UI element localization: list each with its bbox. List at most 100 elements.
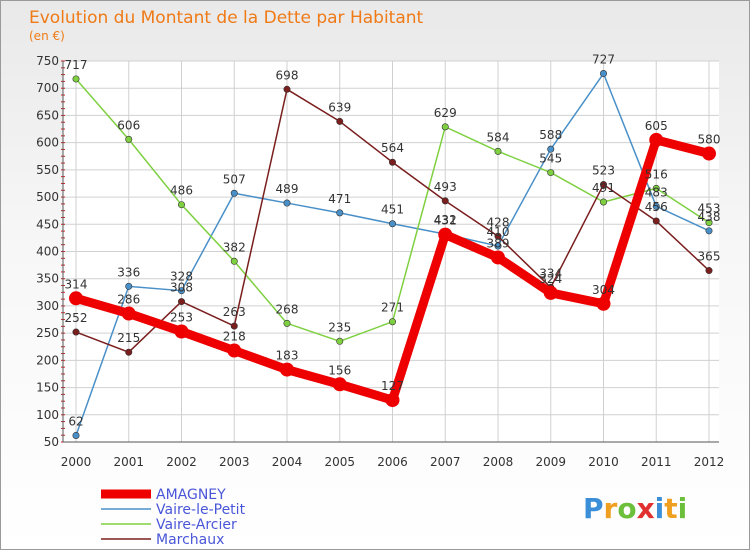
y-tick-label: 200	[36, 353, 59, 367]
y-tick-label: 700	[36, 81, 59, 95]
data-label: 253	[170, 311, 193, 325]
brand-letter: P	[583, 492, 604, 525]
y-tick-label: 550	[36, 163, 59, 177]
series-lines	[69, 70, 716, 439]
data-label: 605	[645, 119, 668, 133]
data-point	[705, 227, 713, 235]
data-point	[494, 242, 502, 250]
data-point	[72, 328, 80, 336]
data-point	[649, 132, 664, 147]
data-label: 215	[117, 331, 140, 345]
data-label: 328	[170, 270, 193, 284]
x-tick-label: 2002	[166, 455, 197, 469]
data-label: 629	[434, 106, 457, 120]
data-label: 453	[698, 202, 721, 216]
data-point	[230, 257, 238, 265]
data-label: 263	[223, 305, 246, 319]
gridlines	[63, 60, 719, 443]
y-tick-label: 500	[36, 190, 59, 204]
data-point	[652, 217, 660, 225]
data-label: 235	[328, 320, 351, 334]
data-point	[438, 227, 453, 242]
x-tick-label: 2007	[430, 455, 461, 469]
data-point	[178, 201, 186, 209]
data-point	[230, 322, 238, 330]
y-tick-label: 250	[36, 326, 59, 340]
data-label: 483	[645, 185, 668, 199]
x-tick-label: 2005	[324, 455, 355, 469]
y-tick-label: 350	[36, 272, 59, 286]
data-label: 606	[117, 118, 140, 132]
x-tick-label: 2009	[535, 455, 566, 469]
data-point	[705, 267, 713, 275]
data-label: 588	[539, 128, 562, 142]
data-labels: 314 286 253 218 183 156 127 431 389 324 304 605 580 6…	[65, 53, 721, 429]
data-label: 389	[487, 236, 510, 250]
data-point	[494, 147, 502, 155]
data-label: 252	[65, 311, 88, 325]
data-point	[441, 123, 449, 131]
data-point	[388, 318, 396, 326]
y-tick-label: 450	[36, 217, 59, 231]
data-point	[388, 158, 396, 166]
legend: AMAGNEYVaire-le-PetitVaire-ArcierMarchau…	[101, 487, 246, 548]
y-tick-label: 650	[36, 108, 59, 122]
y-tick-label: 750	[36, 54, 59, 68]
brand-letter: r	[604, 492, 618, 525]
chart-title: Evolution du Montant de la Dette par Hab…	[29, 8, 424, 28]
data-label: 62	[68, 414, 83, 428]
data-label: 580	[698, 133, 721, 147]
data-point	[543, 285, 558, 300]
data-label: 516	[645, 167, 668, 181]
data-label: 271	[381, 301, 404, 315]
data-label: 286	[117, 293, 140, 307]
data-label: 523	[592, 164, 615, 178]
data-point	[121, 306, 136, 321]
x-tick-label: 2001	[113, 455, 144, 469]
data-point	[385, 393, 400, 408]
data-point	[178, 298, 186, 306]
data-point	[332, 377, 347, 392]
data-label: 127	[381, 379, 404, 393]
data-point	[441, 197, 449, 205]
data-label: 507	[223, 172, 246, 186]
proxiti-logo: Proxiti	[583, 492, 687, 525]
data-label: 336	[117, 265, 140, 279]
data-point	[283, 85, 291, 93]
data-label: 698	[276, 68, 299, 82]
data-label: 382	[223, 240, 246, 254]
data-label: 410	[487, 225, 510, 239]
x-tick-label: 2008	[483, 455, 514, 469]
data-point	[494, 232, 502, 240]
brand-letter: i	[678, 492, 688, 525]
data-label: 308	[170, 281, 193, 295]
data-point	[125, 348, 133, 356]
x-tick-label: 2003	[219, 455, 250, 469]
data-point	[596, 296, 611, 311]
x-tick-label: 2012	[694, 455, 725, 469]
data-point	[125, 282, 133, 290]
brand-letter: t	[664, 492, 677, 525]
data-point	[599, 198, 607, 206]
data-point	[547, 169, 555, 177]
data-label: 456	[645, 200, 668, 214]
x-tick-label: 2006	[377, 455, 408, 469]
data-label: 545	[539, 152, 562, 166]
data-label: 438	[698, 210, 721, 224]
data-point	[227, 343, 242, 358]
data-label: 156	[328, 363, 351, 377]
data-point	[336, 117, 344, 125]
legend-label: Vaire-le-Petit	[156, 502, 246, 518]
x-tick-label: 2004	[272, 455, 303, 469]
data-label: 365	[698, 250, 721, 264]
data-point	[72, 431, 80, 439]
data-label: 314	[65, 277, 88, 291]
data-label: 564	[381, 141, 404, 155]
data-point	[174, 324, 189, 339]
y-tick-label: 50	[44, 435, 59, 449]
data-point	[336, 209, 344, 217]
data-label: 304	[592, 283, 615, 297]
data-point	[336, 337, 344, 345]
x-tick-label: 2010	[588, 455, 619, 469]
